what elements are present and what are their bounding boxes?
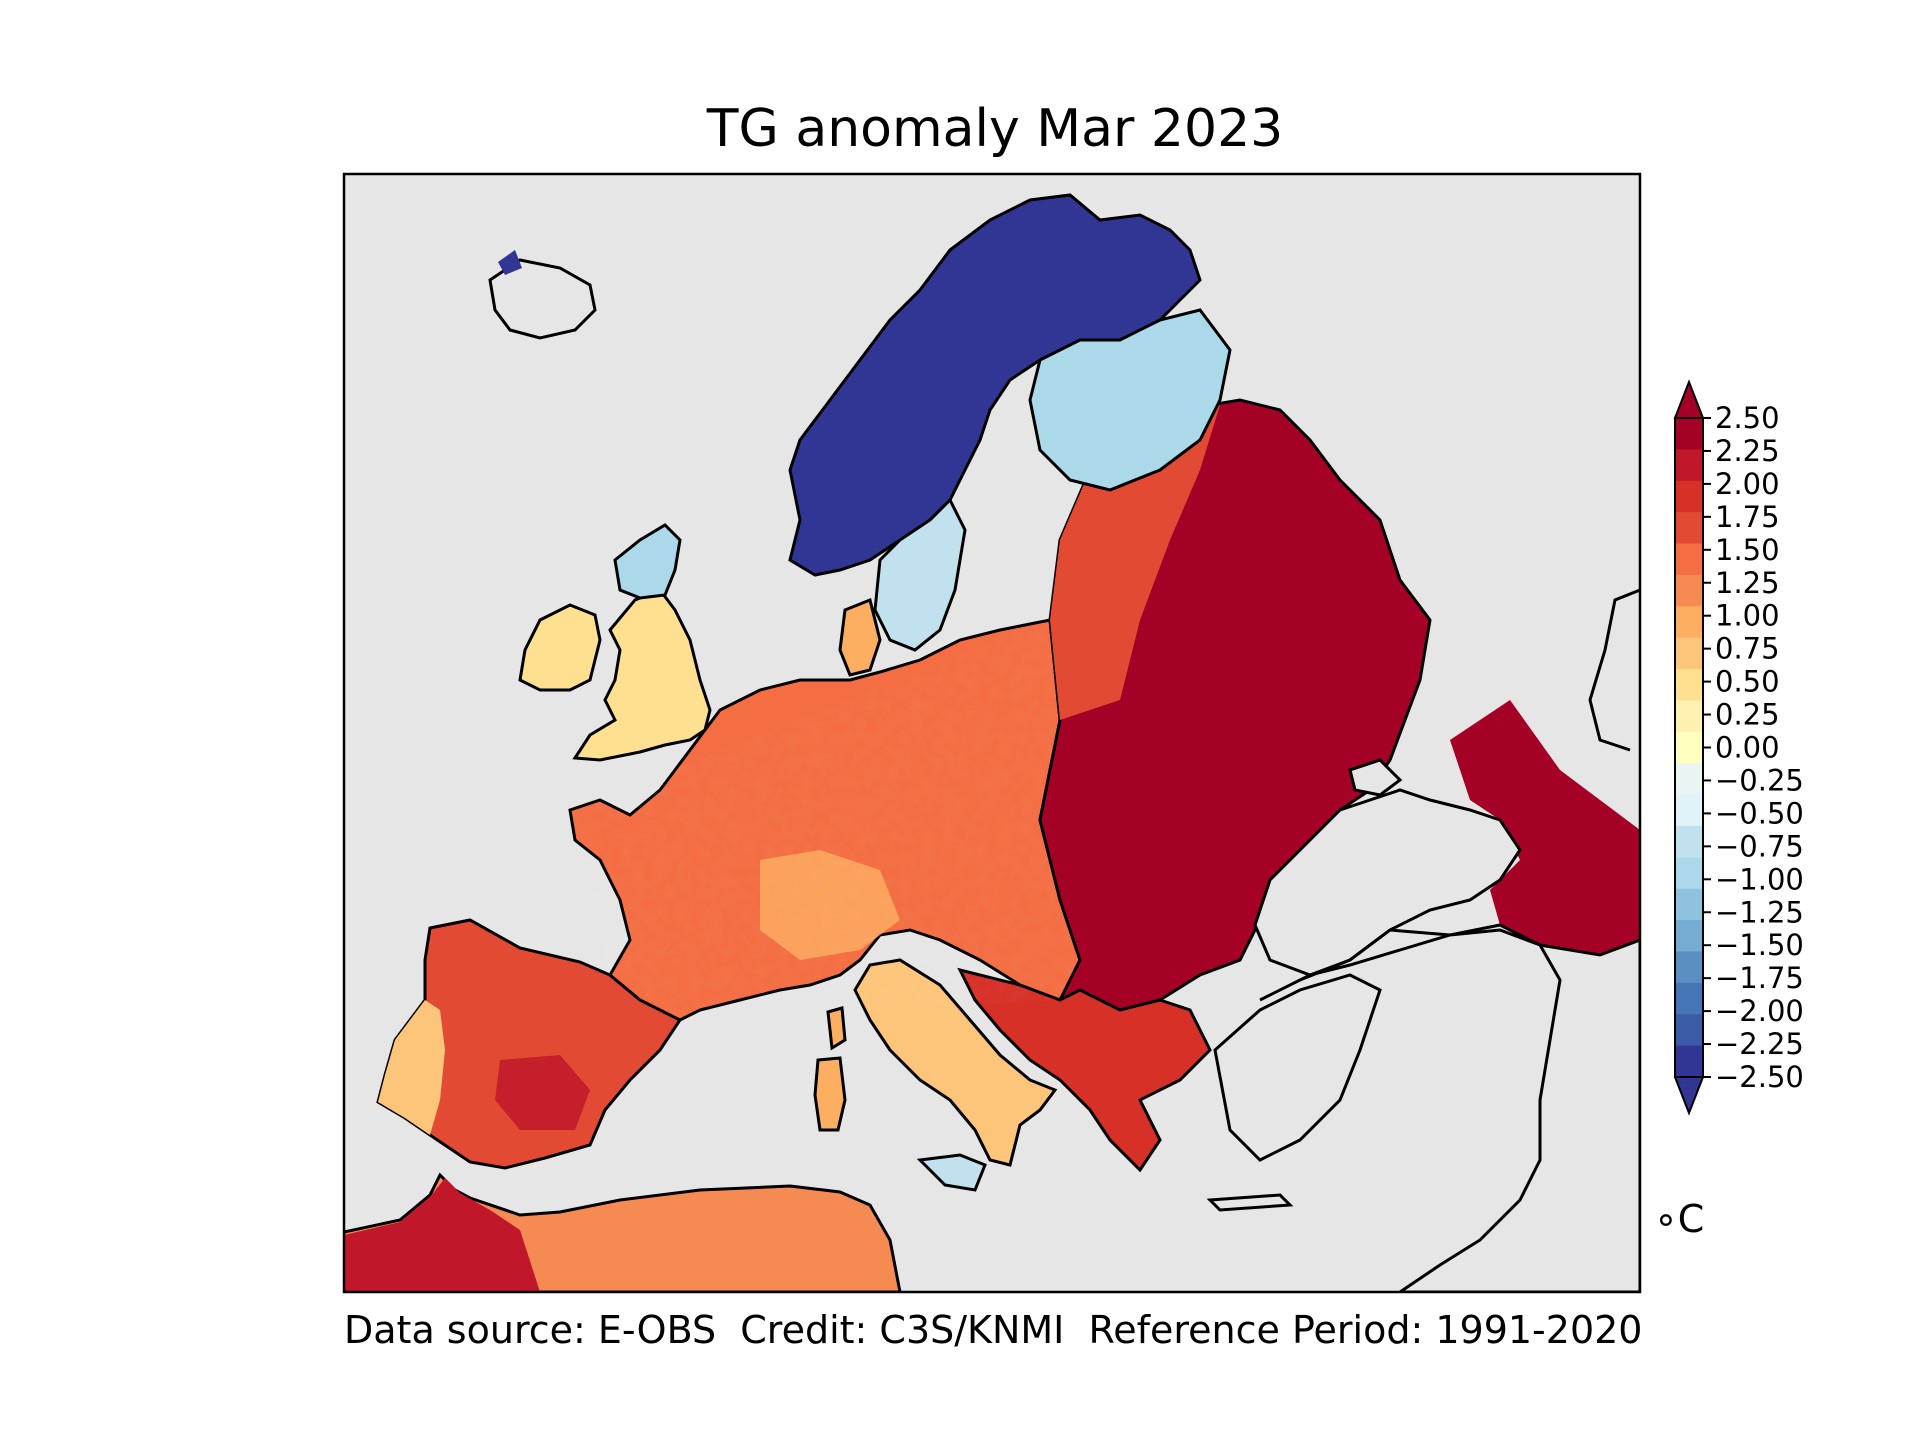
region-sardinia (813, 1056, 847, 1132)
colorbar-segment (1675, 543, 1703, 576)
region-italy (853, 958, 1058, 1167)
colorbar-segment (1675, 920, 1703, 952)
colorbar-extend-max (1673, 379, 1705, 419)
region-finland (1028, 308, 1232, 492)
data-source-footer: Data source: E-OBS Credit: C3S/KNMI Refe… (344, 1308, 1643, 1352)
colorbar-segment (1675, 449, 1703, 482)
colorbar-unit: ∘C (1654, 1197, 1705, 1241)
colorbar-segment (1675, 637, 1703, 670)
region-turkey-outline (1259, 923, 1640, 1292)
region-iberia-hot (495, 1055, 590, 1130)
colorbar-segment (1675, 888, 1703, 921)
colorbar-segment (1675, 763, 1703, 796)
region-morocco-hot (344, 1178, 540, 1292)
colorbar-segment (1675, 951, 1703, 984)
colorbar-tick-label: −1.50 (1715, 928, 1804, 962)
colorbar-tick-label: 1.00 (1715, 599, 1780, 633)
colorbar-segment (1675, 574, 1703, 607)
region-portugal-mild (378, 1000, 445, 1135)
colorbar-segment (1675, 700, 1703, 733)
region-crete (1206, 1193, 1294, 1212)
colorbar-segment (1675, 825, 1703, 858)
colorbar: 2.502.252.001.751.501.251.000.750.500.25… (1673, 379, 1804, 1116)
colorbar-tick-label: −0.25 (1715, 763, 1804, 797)
colorbar-tick-label: −2.50 (1715, 1060, 1804, 1094)
region-ireland (518, 603, 602, 692)
colorbar-tick-label: −2.25 (1715, 1027, 1804, 1061)
colorbar-tick-label: 2.50 (1715, 401, 1780, 435)
colorbar-tick-label: 0.75 (1715, 632, 1780, 666)
colorbar-segment (1675, 418, 1703, 450)
colorbar-tick-label: 2.00 (1715, 467, 1780, 501)
colorbar-segment (1675, 794, 1703, 827)
colorbar-tick-label: −0.75 (1715, 829, 1804, 863)
colorbar-tick-label: −0.50 (1715, 796, 1804, 830)
region-corsica (826, 1006, 847, 1051)
colorbar-segment (1675, 606, 1703, 639)
region-denmark (838, 597, 882, 677)
region-sicily (916, 1153, 987, 1192)
region-balkans (957, 967, 1212, 1173)
colorbar-tick-label: −1.25 (1715, 895, 1804, 929)
colorbar-tick-label: −1.00 (1715, 862, 1804, 896)
colorbar-segment (1675, 1014, 1703, 1047)
region-caucasus (1450, 700, 1640, 955)
colorbar-tick-label: −1.75 (1715, 961, 1804, 995)
region-anatolia-west (1213, 973, 1382, 1162)
colorbar-tick-label: 2.25 (1715, 434, 1780, 468)
colorbar-segment (1675, 480, 1703, 513)
colorbar-segment (1675, 669, 1703, 701)
sea-of-azov (1348, 758, 1403, 797)
colorbar-tick-label: −2.00 (1715, 994, 1804, 1028)
region-east-coast-line (1588, 588, 1640, 752)
region-britain (572, 588, 712, 762)
colorbar-tick-label: 0.00 (1715, 731, 1780, 765)
map-title: TG anomaly Mar 2023 (706, 99, 1284, 159)
colorbar-tick-label: 0.25 (1715, 698, 1780, 732)
colorbar-segment (1675, 857, 1703, 890)
map-frame (342, 172, 1642, 1294)
colorbar-tick-label: 0.50 (1715, 665, 1780, 699)
colorbar-extend-min (1673, 1076, 1705, 1116)
colorbar-segment (1675, 512, 1703, 545)
colorbar-segment (1675, 982, 1703, 1015)
region-iceland (488, 258, 597, 340)
colorbar-segment (1675, 731, 1703, 764)
colorbar-tick-label: 1.50 (1715, 533, 1780, 567)
colorbar-tick-label: 1.75 (1715, 500, 1780, 534)
region-scotland (613, 523, 682, 600)
region-texture-overlay (570, 620, 1080, 1020)
region-sweden-south (873, 497, 967, 652)
region-iceland-nw (498, 250, 522, 275)
colorbar-tick-label: 1.25 (1715, 566, 1780, 600)
colorbar-segment (1675, 1045, 1703, 1078)
